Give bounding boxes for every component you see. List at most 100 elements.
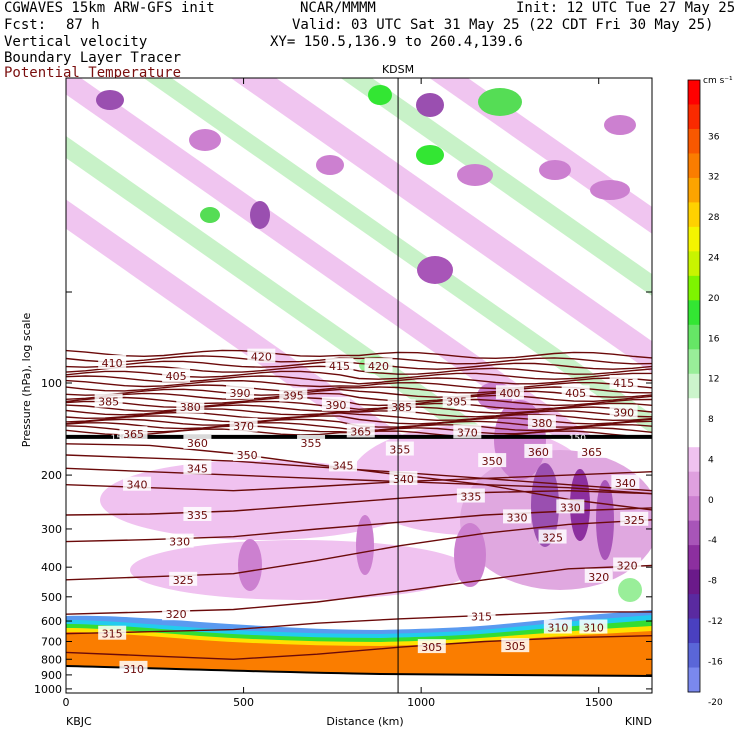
field-potential-temperature: Potential Temperature: [4, 65, 182, 81]
theta-label-bg: [94, 393, 123, 408]
theta-label-bg: [609, 404, 638, 419]
colorbar-swatch: [688, 447, 700, 473]
colorbar-swatch: [688, 202, 700, 228]
colorbar-swatch: [688, 300, 700, 326]
x-axis-label: Distance (km): [326, 715, 403, 728]
theta-label-bg: [297, 434, 326, 449]
theta-label-bg: [247, 348, 276, 363]
theta-contour-label: 340: [393, 473, 414, 486]
theta-contour-label: 350: [237, 449, 258, 462]
theta-contour-label: 365: [581, 446, 602, 459]
y-tick-label: 800: [41, 653, 62, 666]
theta-label-bg: [119, 426, 148, 441]
theta-isentrope: [66, 349, 652, 360]
theta-label-bg: [165, 533, 194, 548]
theta-contour-label: 345: [333, 459, 354, 472]
plot-frame: [65, 77, 653, 694]
theta-contour-label: 350: [482, 455, 503, 468]
theta-contour-label: 355: [301, 437, 322, 450]
theta-contour-label: 330: [169, 536, 190, 549]
colorbar-swatch: [688, 349, 700, 375]
colorbar-swatch: [688, 471, 700, 497]
forecast-label: Fcst:: [4, 17, 47, 33]
theta-label-bg: [329, 457, 358, 472]
colorbar-label: -16: [708, 657, 723, 667]
colorbar-label: -8: [708, 577, 717, 587]
theta-contour-label: 325: [624, 514, 645, 527]
colorbar-label: 36: [708, 132, 720, 142]
colorbar-label: 8: [708, 415, 714, 425]
theta-contour-label: 385: [98, 396, 119, 409]
model-title: CGWAVES 15km ARW-GFS init: [4, 0, 215, 16]
theta-label-bg: [613, 557, 642, 572]
org-label: NCAR/MMMM: [300, 0, 376, 16]
theta-contour-label: 345: [187, 462, 208, 475]
theta-isentrope: [66, 388, 652, 398]
colorbar-swatch: [688, 667, 700, 693]
theta-label-bg: [495, 385, 524, 400]
theta-label-bg: [183, 434, 212, 449]
theta-contour-label: 305: [421, 641, 442, 654]
theta-isentrope: [66, 454, 652, 492]
y-tick-label: 400: [41, 561, 62, 574]
theta-contour-label: 360: [528, 446, 549, 459]
theta-label-bg: [503, 509, 532, 524]
theta-label-bg: [577, 443, 606, 458]
xy-coordinates: XY= 150.5,136.9 to 260.4,139.6: [270, 34, 523, 50]
x-tick-label: 1500: [585, 696, 613, 709]
colorbar-swatch: [688, 618, 700, 644]
field-vertical-velocity: Vertical velocity: [4, 34, 148, 50]
theta-label-bg: [584, 568, 613, 583]
colorbar-swatch: [688, 643, 700, 669]
theta-isentrope: [66, 408, 652, 418]
theta-contour-label: 405: [166, 370, 187, 383]
theta-label-bg: [279, 387, 308, 402]
colorbar-label: 32: [708, 173, 719, 183]
theta-contour-label: 390: [230, 387, 251, 400]
colorbar-swatch: [688, 520, 700, 546]
terrain-line: [66, 665, 652, 677]
y-tick-label: 600: [41, 615, 62, 628]
colorbar: 36 32 28 24 20 16 12 8 4 0 -4 -8 -12 -16 -20: [687, 79, 723, 708]
x-tick-label: 500: [233, 696, 254, 709]
theta-contour-label: 320: [166, 608, 187, 621]
theta-label-bg: [478, 453, 507, 468]
theta-contour-label: 380: [180, 401, 201, 414]
theta-label-bg: [389, 471, 418, 486]
x-tick-label: 0: [63, 696, 70, 709]
theta-contour-label: 315: [471, 611, 492, 624]
colorbar-label: 24: [708, 253, 720, 263]
y-tick-label: 500: [41, 591, 62, 604]
theta-contour-label: 415: [329, 360, 350, 373]
colorbar-swatch: [688, 422, 700, 448]
colorbar-swatch: [688, 569, 700, 595]
theta-label-bg: [609, 375, 638, 389]
theta-label-bg: [98, 354, 127, 369]
theta-label-bg: [98, 625, 127, 640]
colorbar-label: 16: [708, 334, 720, 344]
theta-contour-labels: 410 420 415 420 405 415 385 390 395 390 400 405 380 3…: [94, 348, 649, 676]
theta-contour-label: 415: [613, 377, 634, 390]
right-station-label: KIND: [625, 715, 652, 728]
theta-contour-label: 365: [123, 428, 144, 441]
theta-contour-label: 395: [283, 390, 304, 403]
theta-label-bg: [501, 638, 530, 653]
y-tick-label: 700: [41, 636, 62, 649]
theta-isentrope: [66, 400, 652, 411]
theta-isentrope: [66, 360, 652, 370]
colorbar-swatch: [688, 80, 700, 105]
theta-contour-label: 335: [187, 509, 208, 522]
theta-contour-label: 420: [368, 360, 389, 373]
theta-label-bg: [611, 474, 640, 489]
theta-contour-label: 355: [389, 444, 410, 457]
theta-contour-label: 405: [565, 387, 586, 400]
theta-isentrope: [66, 404, 652, 414]
colorbar-swatch: [688, 153, 700, 179]
theta-label-bg: [385, 441, 414, 456]
colorbar-swatch: [688, 251, 700, 277]
y-tick-label: 300: [41, 523, 62, 536]
theta-isentrope: [66, 635, 652, 661]
theta-label-bg: [226, 385, 255, 400]
colorbar-swatch: [688, 177, 700, 203]
